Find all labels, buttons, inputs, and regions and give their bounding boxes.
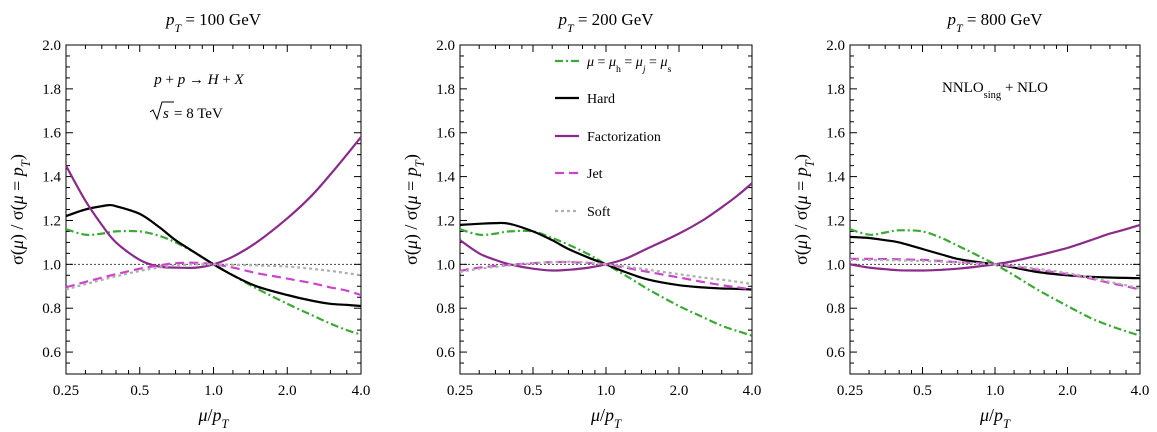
- y-tick-label: 1.2: [826, 213, 845, 229]
- panel-title: pT = 100 GeV: [165, 10, 262, 35]
- energy-variable: s: [163, 106, 169, 122]
- x-axis-label: μ/pT: [590, 405, 622, 431]
- y-tick-label: 2.0: [42, 38, 61, 54]
- y-tick-label: 0.6: [42, 345, 61, 361]
- x-tick-label: 2.0: [278, 383, 297, 399]
- legend-label: μ = μh = μj = μs: [586, 55, 671, 75]
- series-line-soft: [459, 260, 753, 286]
- y-tick-label: 1.2: [436, 213, 455, 229]
- x-axis-label: μ/pT: [197, 405, 229, 431]
- series-line-factorization: [849, 223, 1141, 272]
- panel-title: pT = 200 GeV: [557, 10, 654, 35]
- legend-label: Hard: [587, 92, 615, 107]
- order-annotation: NNLOsing + NLO: [942, 80, 1048, 101]
- y-axis-label: σ(μ) / σ(μ = pT): [401, 154, 427, 265]
- y-axis-label: σ(μ) / σ(μ = pT): [791, 154, 817, 265]
- energy-annotation: = 8 TeV: [174, 106, 223, 122]
- x-tick-label: 4.0: [743, 383, 762, 399]
- y-tick-label: 1.0: [42, 257, 61, 273]
- series-line-hard: [849, 235, 1141, 280]
- x-tick-label: 1.0: [986, 383, 1005, 399]
- x-axis-label: μ/pT: [979, 405, 1011, 431]
- x-tick-label: 4.0: [1131, 383, 1150, 399]
- y-tick-label: 1.0: [436, 257, 455, 273]
- y-tick-label: 0.8: [42, 301, 61, 317]
- series-line-factorization: [459, 182, 753, 272]
- panel-3: 0.6 0.8 1.0 1.2 1.4 1.6 1.8 2.0 0.25 0.5 1.0 2.0 4.0…: [791, 10, 1149, 431]
- legend: μ = μh = μj = μs Hard Factorization Jet Soft: [555, 55, 671, 220]
- series-line-soft: [65, 263, 362, 291]
- y-tick-label: 1.6: [42, 126, 61, 142]
- x-tick-label: 0.25: [837, 383, 863, 399]
- x-tick-label: 2.0: [1058, 383, 1077, 399]
- legend-label: Jet: [587, 167, 603, 182]
- panel-title: pT = 800 GeV: [946, 10, 1043, 35]
- panel-1: 0.6 0.8 1.0 1.2 1.4 1.6 1.8 2.0 0.25 0.5 1.0 2.0 4.0…: [7, 10, 370, 431]
- x-tick-label: 4.0: [352, 383, 371, 399]
- y-tick-label: 1.8: [436, 82, 455, 98]
- x-tick-label: 1.0: [204, 383, 223, 399]
- series-line-jet: [65, 261, 362, 297]
- y-tick-label: 0.8: [436, 301, 455, 317]
- y-tick-label: 1.6: [826, 126, 845, 142]
- plot-frame: [65, 44, 362, 375]
- x-tick-label: 2.0: [670, 383, 689, 399]
- x-tick-label: 0.5: [913, 383, 932, 399]
- y-tick-label: 1.6: [436, 126, 455, 142]
- series-line-hard: [459, 221, 753, 291]
- y-tick-label: 1.4: [826, 170, 845, 186]
- y-tick-label: 1.4: [42, 170, 61, 186]
- series-line--h-j-s: [65, 228, 362, 336]
- y-tick-label: 2.0: [826, 38, 845, 54]
- series-line--h-j-s: [459, 228, 753, 337]
- x-tick-label: 0.5: [524, 383, 543, 399]
- y-tick-label: 2.0: [436, 38, 455, 54]
- y-tick-label: 1.8: [826, 82, 845, 98]
- y-tick-label: 1.8: [42, 82, 61, 98]
- legend-label: Soft: [587, 205, 610, 220]
- y-tick-label: 0.6: [436, 345, 455, 361]
- y-tick-label: 1.4: [436, 170, 455, 186]
- sqrt-symbol: [149, 101, 174, 121]
- y-tick-label: 1.0: [826, 257, 845, 273]
- legend-label: Factorization: [587, 130, 661, 145]
- series-line-soft: [850, 258, 1141, 290]
- y-tick-label: 0.8: [826, 301, 845, 317]
- panel-2: 0.6 0.8 1.0 1.2 1.4 1.6 1.8 2.0 0.25 0.5 1.0 2.0 4.0…: [401, 10, 761, 431]
- y-tick-label: 0.6: [826, 345, 845, 361]
- x-tick-label: 1.0: [597, 383, 616, 399]
- x-tick-label: 0.25: [447, 383, 473, 399]
- series-line-factorization: [65, 136, 362, 270]
- series-line-hard: [65, 203, 362, 308]
- x-tick-label: 0.5: [130, 383, 149, 399]
- y-axis-label: σ(μ) / σ(μ = pT): [7, 154, 33, 265]
- y-tick-label: 1.2: [42, 213, 61, 229]
- series-line--h-j-s: [849, 228, 1141, 337]
- process-annotation: p + p → H + X: [153, 72, 244, 88]
- x-tick-label: 0.25: [53, 383, 79, 399]
